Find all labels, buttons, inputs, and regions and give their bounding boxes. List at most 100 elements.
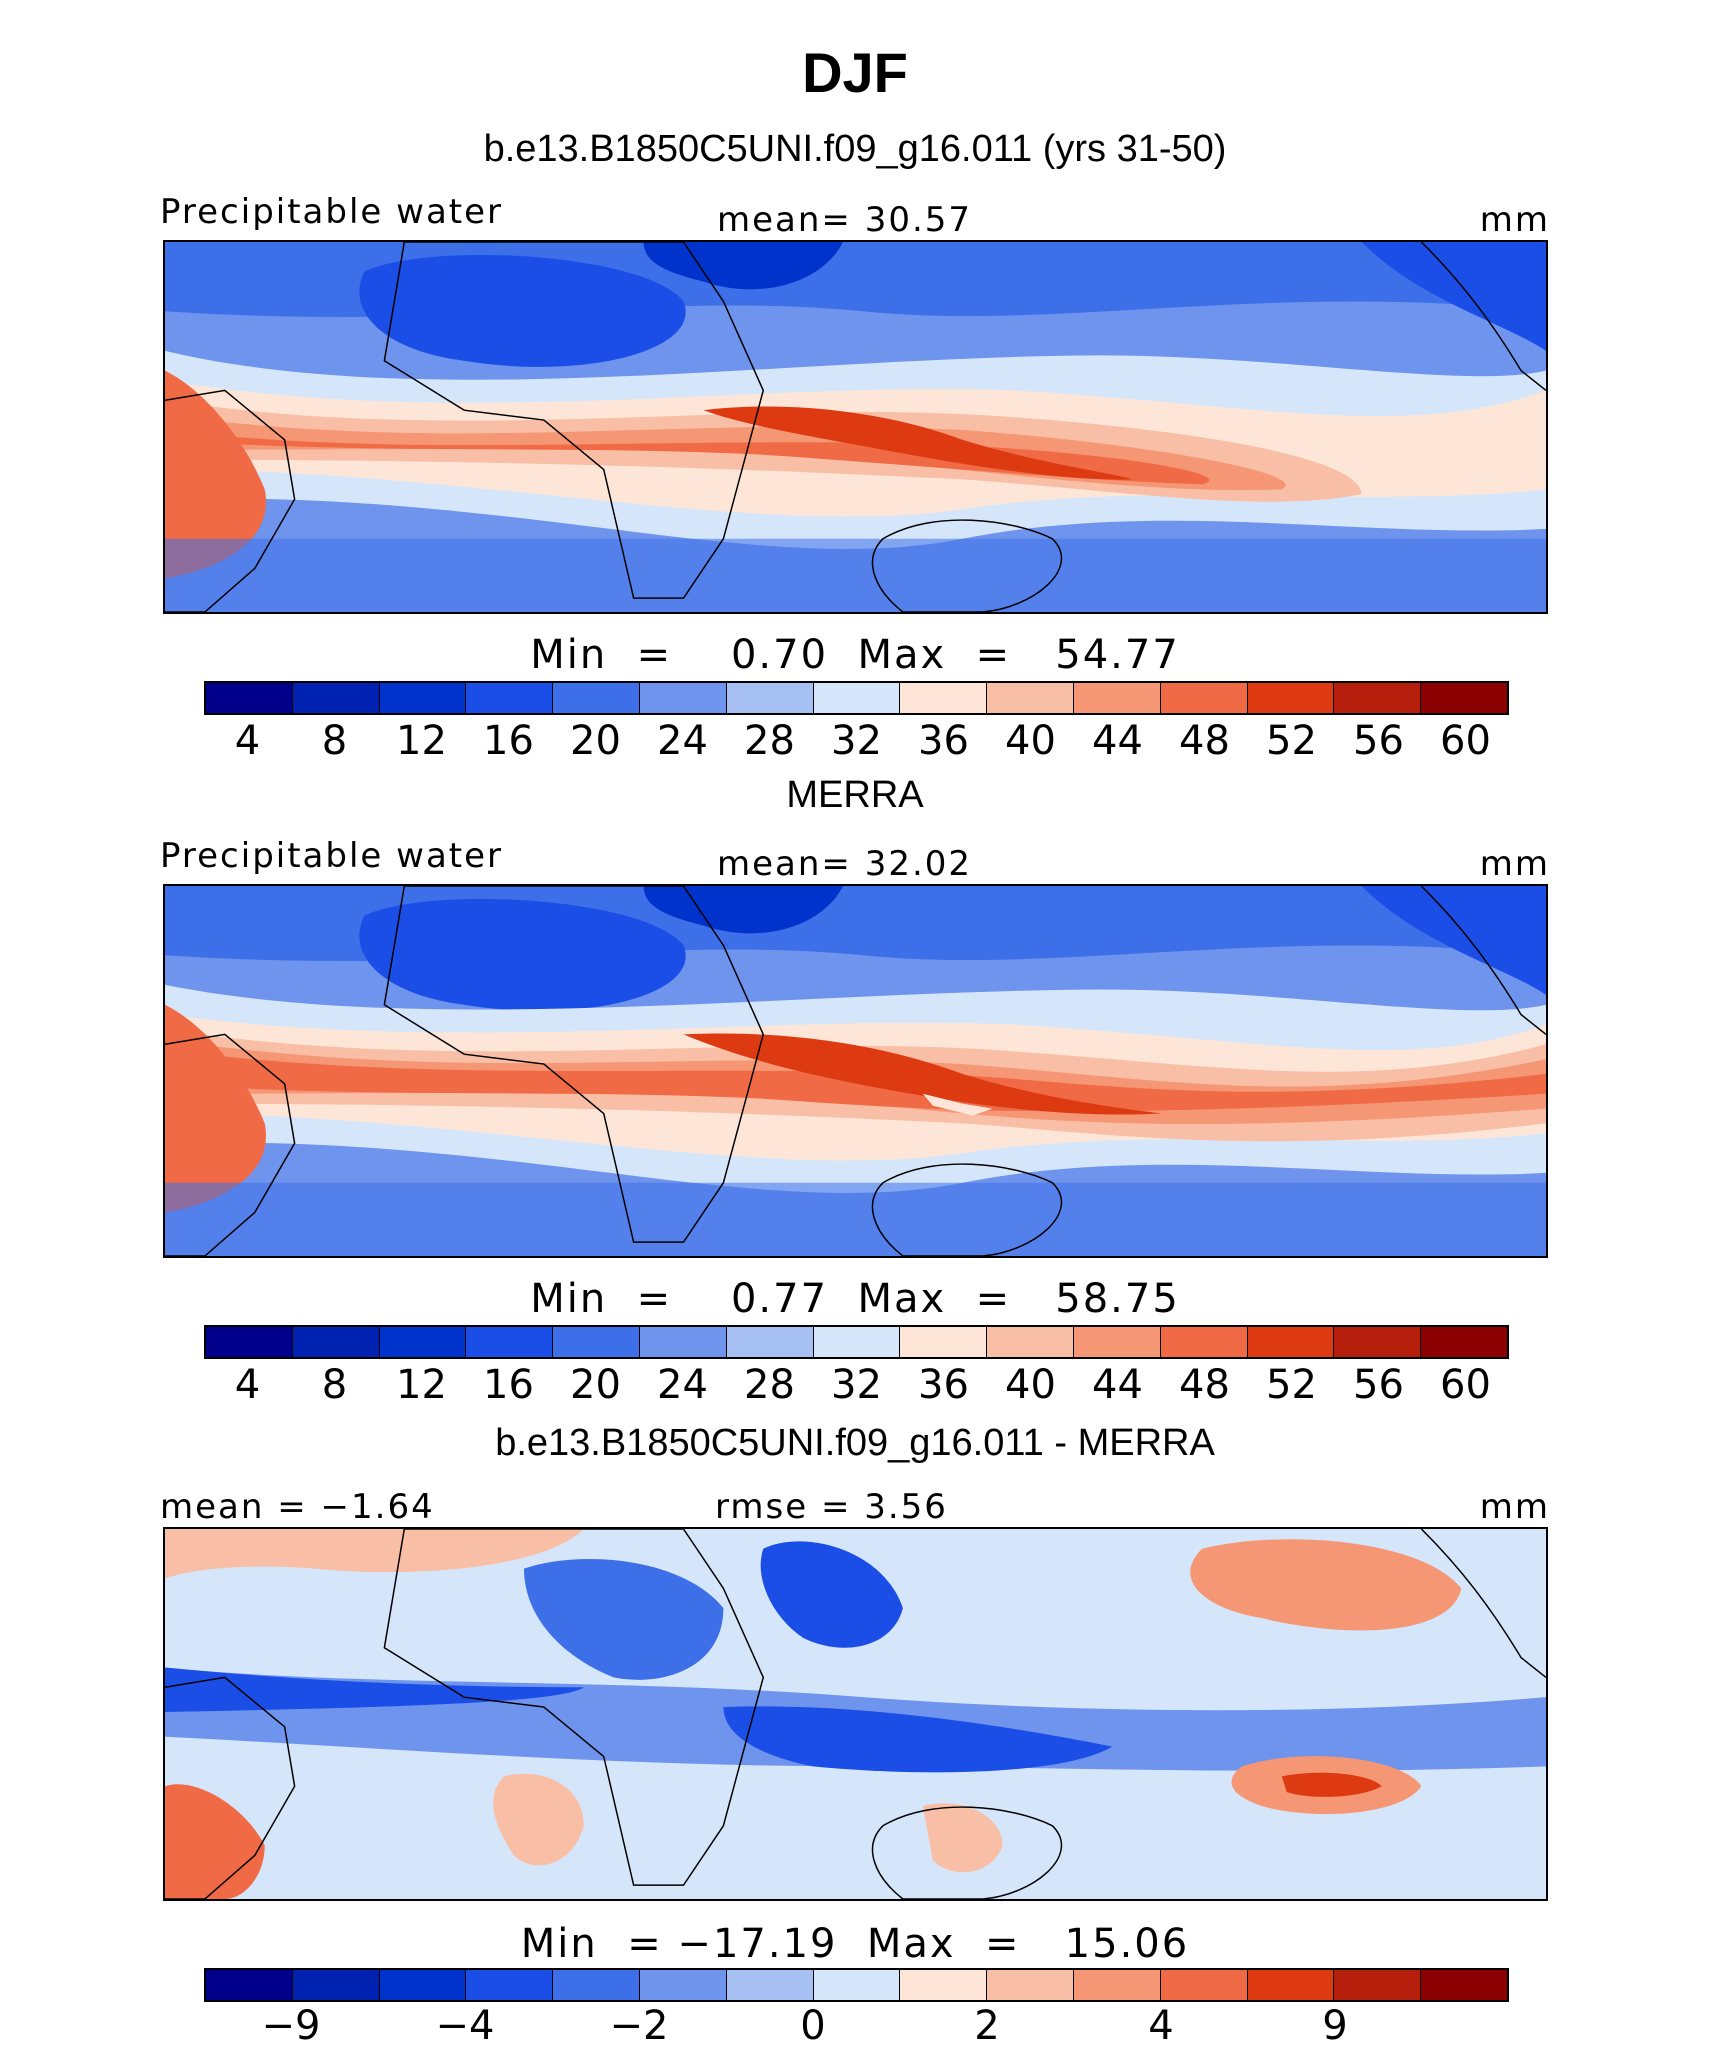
colorbar-box: [1160, 1327, 1248, 1357]
colorbar-box: [379, 1327, 467, 1357]
colorbar-box: [813, 1327, 901, 1357]
colorbar-tick-label: 44: [1092, 1362, 1143, 1408]
colorbar-box: [639, 1327, 727, 1357]
colorbar-tick-label: 4: [234, 718, 261, 764]
colorbar-tick-label: 44: [1092, 718, 1143, 764]
colorbar-tick-label: 40: [1005, 718, 1056, 764]
colorbar-tick-label: 4: [1148, 2003, 1174, 2049]
colorbar-tick-label: 60: [1440, 718, 1491, 764]
colorbar-tick-label: 2: [974, 2003, 1000, 2049]
colorbar-box: [1160, 683, 1248, 713]
colorbar-tick-label: 9: [1322, 2003, 1348, 2049]
colorbar-box: [1247, 1327, 1335, 1357]
panel-3-units-label: mm: [1479, 1487, 1550, 1527]
colorbar-box: [206, 1327, 293, 1357]
colorbar-box: [639, 683, 727, 713]
colorbar-tick-label: 8: [321, 1362, 348, 1408]
colorbar-box: [1334, 683, 1422, 713]
panel-1-map: [163, 240, 1548, 614]
colorbar-tick-label: 32: [831, 718, 882, 764]
colorbar-box: [900, 1327, 988, 1357]
colorbar-box: [553, 683, 640, 713]
colorbar-tick-label: −9: [261, 2003, 321, 2049]
colorbar-tick-label: −4: [435, 2003, 495, 2049]
colorbar-box: [900, 1970, 988, 2000]
colorbar-box: [1247, 683, 1335, 713]
colorbar-tick-label: 60: [1440, 1362, 1491, 1408]
colorbar-box: [292, 683, 380, 713]
colorbar-tick-label: 52: [1266, 718, 1317, 764]
colorbar-box: [813, 683, 901, 713]
colorbar-tick-label: 28: [744, 1362, 795, 1408]
colorbar-tick-label: 36: [918, 718, 969, 764]
panel-2-units-label: mm: [1479, 844, 1550, 884]
colorbar-box: [379, 683, 467, 713]
colorbar-box: [379, 1970, 467, 2000]
colorbar-box: [466, 1327, 554, 1357]
panel-3-map: [163, 1527, 1548, 1901]
colorbar-tick-label: 0: [800, 2003, 826, 2049]
colorbar-box: [813, 1970, 901, 2000]
panel-2-title: MERRA: [786, 774, 924, 816]
colorbar-box: [987, 1970, 1074, 2000]
colorbar-box: [1334, 1327, 1422, 1357]
panel-2-minmax: Min = 0.77 Max = 58.75: [530, 1276, 1180, 1322]
colorbar-box: [1334, 1970, 1422, 2000]
figure-title: DJF: [802, 41, 908, 104]
colorbar-box: [987, 683, 1074, 713]
colorbar-tick-label: 16: [483, 718, 534, 764]
colorbar-tick-label: 12: [396, 718, 447, 764]
colorbar-box: [553, 1970, 640, 2000]
panel-3-mean-label: mean = −1.64: [160, 1487, 435, 1527]
colorbar-box: [900, 683, 988, 713]
panel-1-mean-label: mean= 30.57: [717, 200, 973, 240]
panel-1-minmax: Min = 0.70 Max = 54.77: [530, 632, 1180, 678]
panel-1-title: b.e13.B1850C5UNI.f09_g16.011 (yrs 31-50): [483, 128, 1227, 170]
colorbar-box: [553, 1327, 640, 1357]
colorbar-box: [292, 1970, 380, 2000]
panel-1-colorbar: [204, 681, 1509, 715]
colorbar-tick-label: 56: [1353, 1362, 1404, 1408]
colorbar-tick-label: 28: [744, 718, 795, 764]
colorbar-box: [1421, 683, 1507, 713]
colorbar-tick-label: 56: [1353, 718, 1404, 764]
colorbar-box: [1421, 1327, 1507, 1357]
panel-1-variable-label: Precipitable water: [160, 192, 504, 232]
colorbar-tick-label: 52: [1266, 1362, 1317, 1408]
colorbar-tick-label: 24: [657, 1362, 708, 1408]
colorbar-tick-label: 48: [1179, 1362, 1230, 1408]
colorbar-box: [726, 1327, 814, 1357]
colorbar-box: [1160, 1970, 1248, 2000]
colorbar-box: [1073, 683, 1161, 713]
panel-2-colorbar: [204, 1325, 1509, 1359]
colorbar-tick-label: 12: [396, 1362, 447, 1408]
panel-2-mean-label: mean= 32.02: [717, 844, 973, 884]
colorbar-box: [1247, 1970, 1335, 2000]
colorbar-tick-label: 20: [570, 718, 621, 764]
colorbar-tick-label: −2: [609, 2003, 669, 2049]
colorbar-box: [726, 1970, 814, 2000]
colorbar-tick-label: 4: [234, 1362, 261, 1408]
colorbar-tick-label: 40: [1005, 1362, 1056, 1408]
colorbar-box: [726, 683, 814, 713]
colorbar-tick-label: 16: [483, 1362, 534, 1408]
panel-1-units-label: mm: [1479, 200, 1550, 240]
colorbar-box: [466, 683, 554, 713]
colorbar-tick-label: 24: [657, 718, 708, 764]
colorbar-tick-label: 36: [918, 1362, 969, 1408]
colorbar-tick-label: 32: [831, 1362, 882, 1408]
colorbar-tick-label: 20: [570, 1362, 621, 1408]
colorbar-box: [1073, 1327, 1161, 1357]
colorbar-box: [1073, 1970, 1161, 2000]
colorbar-tick-label: 48: [1179, 718, 1230, 764]
colorbar-box: [987, 1327, 1074, 1357]
panel-3-rmse-label: rmse = 3.56: [715, 1487, 948, 1527]
panel-3-colorbar: [204, 1968, 1509, 2002]
panel-3-minmax: Min = −17.19 Max = 15.06: [520, 1921, 1190, 1967]
colorbar-box: [639, 1970, 727, 2000]
panel-2-map: [163, 884, 1548, 1258]
colorbar-box: [466, 1970, 554, 2000]
colorbar-box: [292, 1327, 380, 1357]
panel-2-variable-label: Precipitable water: [160, 836, 504, 876]
colorbar-box: [206, 1970, 293, 2000]
